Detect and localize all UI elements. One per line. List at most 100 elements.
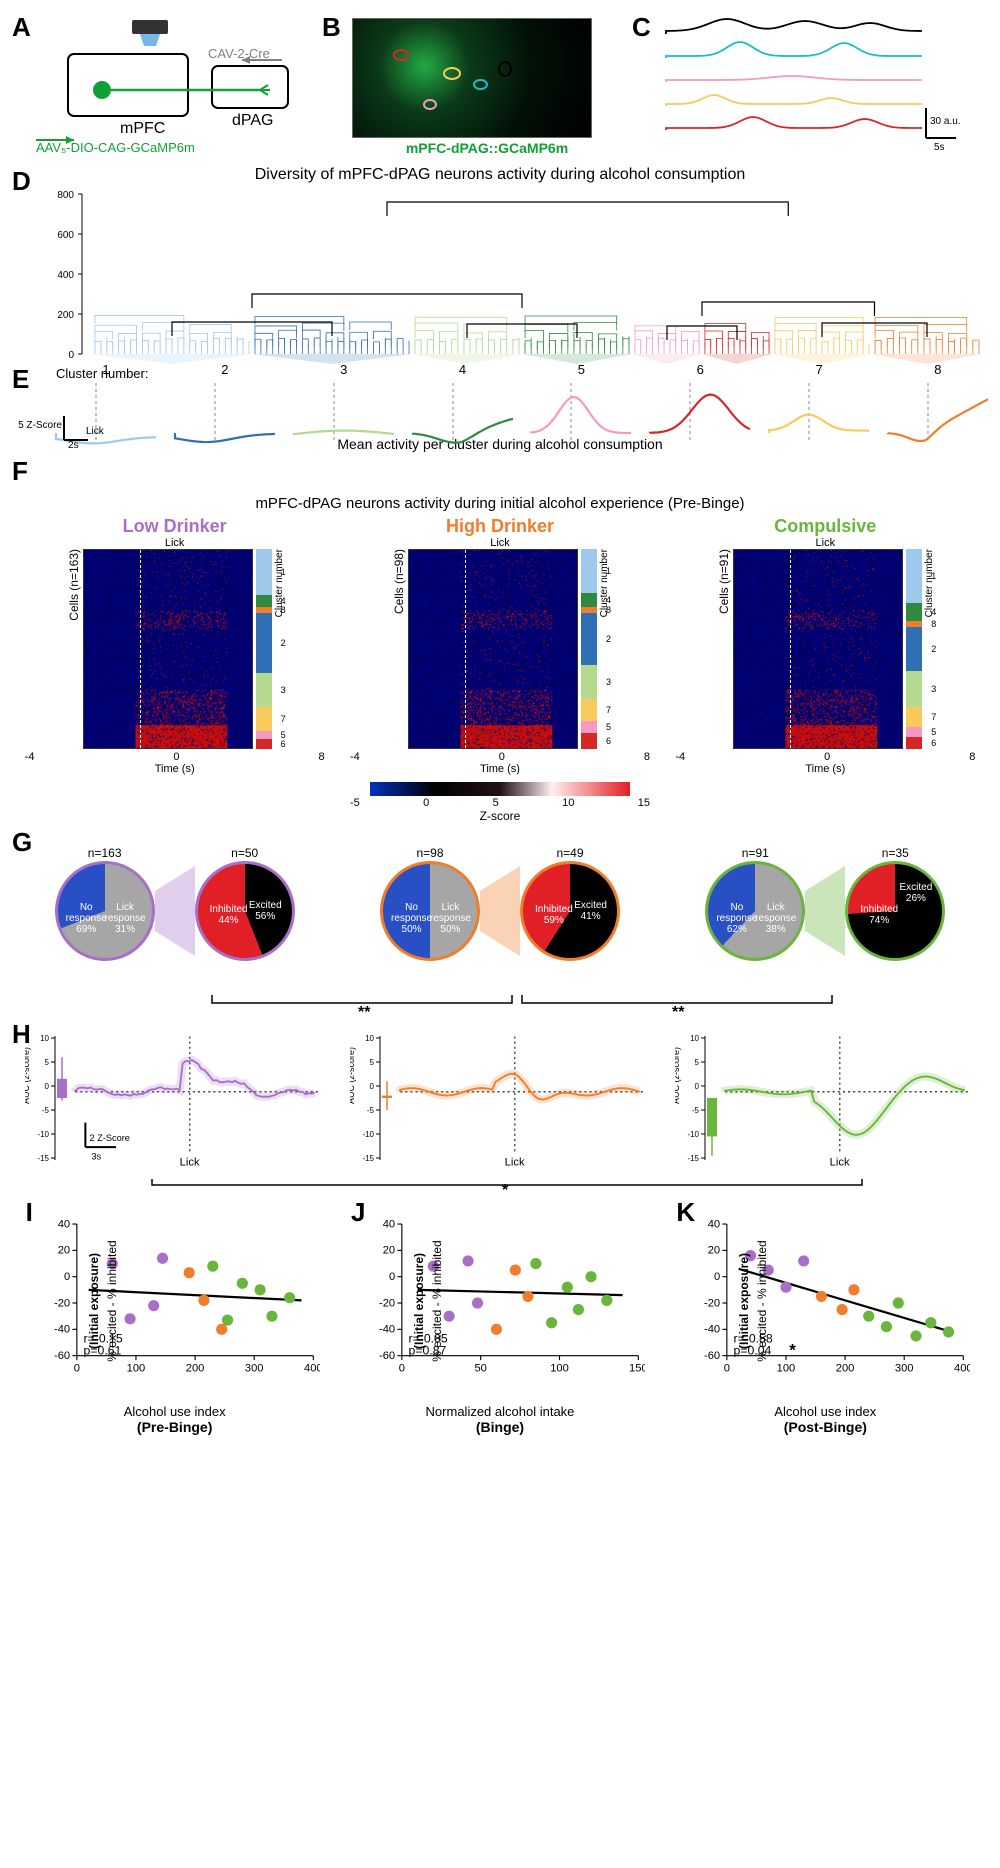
svg-text:-15: -15 <box>688 1154 700 1163</box>
svg-text:-10: -10 <box>37 1130 49 1139</box>
svg-text:50: 50 <box>474 1362 486 1374</box>
svg-text:20: 20 <box>383 1245 395 1257</box>
figure: A mPFC dPAG CAV-2-Cre <box>12 12 988 1401</box>
svg-text:-10: -10 <box>362 1130 374 1139</box>
svg-text:40: 40 <box>708 1218 720 1230</box>
cluster-3: 3 <box>290 362 398 432</box>
svg-text:5: 5 <box>44 1058 49 1067</box>
row-f: Low Drinker Lick Cells (n=163) 1 4 8 2 3… <box>12 516 988 776</box>
svg-text:20: 20 <box>708 1245 720 1257</box>
svg-text:0: 0 <box>714 1271 720 1283</box>
panel-d-title: Diversity of mPFC-dPAG neurons activity … <box>12 166 988 184</box>
svg-text:Lick: Lick <box>179 1157 199 1169</box>
heatmap-1: High Drinker Lick Cells (n=98) 1 4 8 2 3… <box>350 516 650 776</box>
svg-text:40: 40 <box>57 1218 69 1230</box>
svg-text:-60: -60 <box>704 1350 720 1362</box>
svg-text:0: 0 <box>695 1082 700 1091</box>
svg-text:10: 10 <box>365 1034 374 1043</box>
cluster-2: 2 <box>171 362 279 432</box>
svg-text:0: 0 <box>389 1271 395 1283</box>
svg-text:100: 100 <box>550 1362 569 1374</box>
scatter-J: J (Initial exposure) % excited - % inhib… <box>355 1201 645 1401</box>
svg-text:**: ** <box>672 1004 685 1019</box>
svg-text:-15: -15 <box>37 1154 49 1163</box>
cluster-4: 4 <box>409 362 517 432</box>
panel-label-f: F <box>12 456 28 486</box>
svg-text:Lick: Lick <box>505 1157 525 1169</box>
svg-text:300: 300 <box>895 1362 914 1374</box>
svg-text:5: 5 <box>370 1058 375 1067</box>
svg-text:AUC (z-score): AUC (z-score) <box>350 1047 356 1104</box>
panel-label-a: A <box>12 12 31 43</box>
svg-text:100: 100 <box>126 1362 145 1374</box>
svg-text:0: 0 <box>399 1362 405 1374</box>
svg-text:-40: -40 <box>704 1324 720 1336</box>
h-stats: * <box>12 1175 988 1195</box>
e-scalebar: 5 Z-Score 2s <box>56 414 116 457</box>
cluster-6: 6 <box>646 362 754 432</box>
svg-text:-10: -10 <box>688 1130 700 1139</box>
svg-text:600: 600 <box>57 230 74 241</box>
svg-text:-15: -15 <box>362 1154 374 1163</box>
mpfc-label: mPFC <box>120 120 165 137</box>
svg-text:*: * <box>790 1341 797 1360</box>
svg-text:-20: -20 <box>379 1297 395 1309</box>
svg-text:40: 40 <box>383 1218 395 1230</box>
panel-label-d: D <box>12 166 31 197</box>
svg-text:200: 200 <box>57 310 74 321</box>
svg-text:-5: -5 <box>367 1106 375 1115</box>
row-g: n=163 Noresponse69% Lickresponse31% n=50… <box>12 831 988 991</box>
svg-text:100: 100 <box>777 1362 796 1374</box>
svg-text:10: 10 <box>40 1034 49 1043</box>
panel-f-title: mPFC-dPAG neurons activity during initia… <box>12 495 988 512</box>
h-panel-1: -15 -10 -5 0 5 10 AUC (z-score) Lick <box>350 1025 650 1175</box>
svg-text:*: * <box>502 1182 509 1195</box>
svg-text:200: 200 <box>836 1362 855 1374</box>
svg-text:200: 200 <box>185 1362 204 1374</box>
cluster-8: 8 <box>884 362 992 432</box>
svg-text:400: 400 <box>954 1362 970 1374</box>
cluster-7: 7 <box>765 362 873 432</box>
row-h: -15 -10 -5 0 5 10 AUC (z-score) Lick <box>12 1025 988 1175</box>
svg-text:-20: -20 <box>54 1297 70 1309</box>
svg-text:30 a.u.: 30 a.u. <box>930 116 961 127</box>
svg-text:-5: -5 <box>42 1106 50 1115</box>
svg-text:-20: -20 <box>704 1297 720 1309</box>
row-abc: A mPFC dPAG CAV-2-Cre <box>12 12 988 162</box>
svg-text:400: 400 <box>304 1362 320 1374</box>
dendrogram: 0200400600800Linkage <box>52 184 992 364</box>
aav-label: AAV₅-DIO-CAG-GCaMP6m <box>36 140 195 155</box>
svg-text:20: 20 <box>57 1245 69 1257</box>
heatmap-0: Low Drinker Lick Cells (n=163) 1 4 8 2 3… <box>25 516 325 776</box>
pie-group-0: n=163 Noresponse69% Lickresponse31% n=50… <box>25 831 325 991</box>
svg-text:Lick: Lick <box>830 1157 850 1169</box>
panel-c-traces: 30 a.u.5s <box>662 18 962 158</box>
svg-text:2 Z-Score: 2 Z-Score <box>89 1133 129 1143</box>
cluster-5: 5 <box>527 362 635 432</box>
svg-text:0: 0 <box>370 1082 375 1091</box>
svg-text:0: 0 <box>44 1082 49 1091</box>
f-colorbar: -5051015 Z-score <box>350 782 650 823</box>
svg-text:400: 400 <box>57 270 74 281</box>
h-panel-0: -15-10-50510 AUC (z-score) Lick <box>25 1025 325 1175</box>
pie-group-1: n=98 Noresponse50% Lickresponse50% n=49 … <box>350 831 650 991</box>
panel-b: mPFC-dPAG::GCaMP6m <box>352 18 622 158</box>
svg-text:0: 0 <box>68 350 74 361</box>
svg-text:AUC (z-score): AUC (z-score) <box>675 1047 681 1104</box>
panel-a-schematic: mPFC dPAG CAV-2-Cre AAV₅-DIO-CAG-GCaMP6m <box>32 18 302 158</box>
svg-text:0: 0 <box>64 1271 70 1283</box>
h-panel-2: -15-10-50510 AUC (z-score) Lick <box>675 1025 975 1175</box>
scatter-I: I (Initial exposure) % excited - % inhib… <box>30 1201 320 1401</box>
panel-label-c: C <box>632 12 651 43</box>
svg-text:0: 0 <box>73 1362 79 1374</box>
svg-text:-40: -40 <box>379 1324 395 1336</box>
panel-label-b: B <box>322 12 341 43</box>
svg-text:-40: -40 <box>54 1324 70 1336</box>
svg-text:150: 150 <box>629 1362 645 1374</box>
svg-text:-5: -5 <box>692 1106 700 1115</box>
svg-text:-60: -60 <box>379 1350 395 1362</box>
scatter-K: K (Initial exposure) % excited - % inhib… <box>680 1201 970 1401</box>
svg-text:0: 0 <box>724 1362 730 1374</box>
svg-text:-60: -60 <box>54 1350 70 1362</box>
cav-label: CAV-2-Cre <box>208 46 270 61</box>
